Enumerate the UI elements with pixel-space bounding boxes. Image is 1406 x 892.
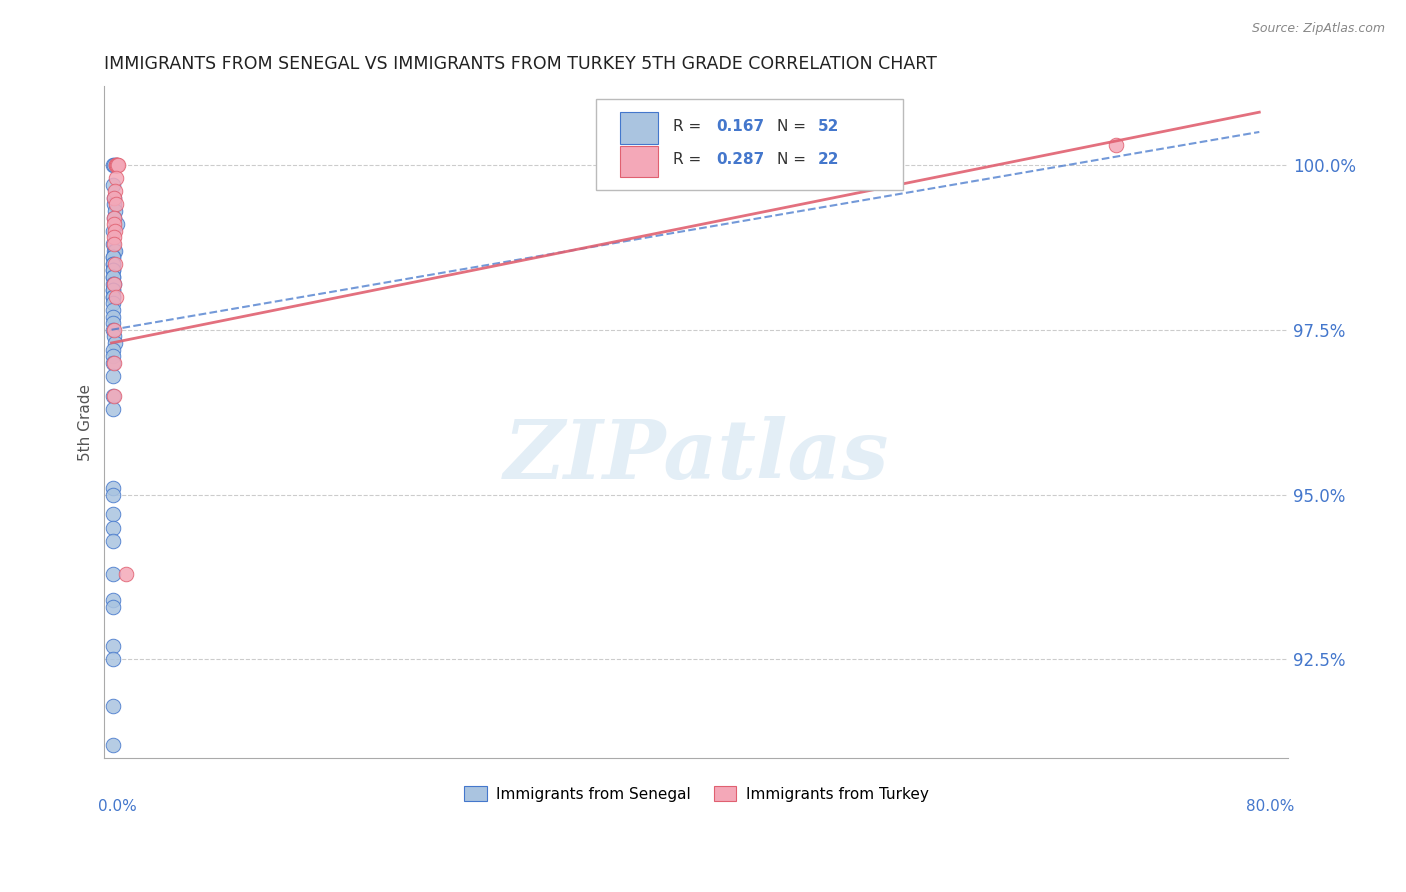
Point xyxy=(101,401,124,416)
Point xyxy=(101,303,124,318)
Point xyxy=(103,211,125,225)
Point xyxy=(104,158,127,172)
Point xyxy=(103,197,125,211)
Point xyxy=(104,244,127,258)
Point xyxy=(103,191,125,205)
Point xyxy=(101,343,124,357)
Text: IMMIGRANTS FROM SENEGAL VS IMMIGRANTS FROM TURKEY 5TH GRADE CORRELATION CHART: IMMIGRANTS FROM SENEGAL VS IMMIGRANTS FR… xyxy=(104,55,938,73)
Point xyxy=(115,566,138,581)
Point xyxy=(101,283,124,297)
Text: R =: R = xyxy=(672,153,706,168)
Point xyxy=(1105,138,1128,153)
Point xyxy=(103,230,125,244)
Point xyxy=(101,283,124,297)
Point xyxy=(101,270,124,285)
Point xyxy=(101,698,124,713)
Point xyxy=(103,277,125,291)
FancyBboxPatch shape xyxy=(620,145,658,178)
Point xyxy=(103,244,125,258)
Point xyxy=(103,389,125,403)
Text: 0.0%: 0.0% xyxy=(98,798,138,814)
Point xyxy=(104,158,127,172)
Point xyxy=(101,178,124,192)
Point xyxy=(104,290,127,304)
FancyBboxPatch shape xyxy=(596,99,903,190)
Point xyxy=(103,323,125,337)
Point xyxy=(104,184,127,198)
Text: 52: 52 xyxy=(818,119,839,134)
Point xyxy=(101,487,124,501)
Point xyxy=(103,277,125,291)
Point xyxy=(101,481,124,495)
Point xyxy=(101,599,124,614)
Point xyxy=(101,290,124,304)
Point xyxy=(101,316,124,330)
Point xyxy=(101,356,124,370)
Point xyxy=(103,211,125,225)
Y-axis label: 5th Grade: 5th Grade xyxy=(79,384,93,460)
Text: N =: N = xyxy=(776,119,810,134)
Point xyxy=(104,335,127,350)
Point xyxy=(103,356,125,370)
FancyBboxPatch shape xyxy=(620,112,658,144)
Point xyxy=(103,158,125,172)
Point xyxy=(101,263,124,277)
Point xyxy=(103,217,125,231)
Point xyxy=(101,237,124,252)
Point xyxy=(101,257,124,271)
Point xyxy=(104,171,127,186)
Point xyxy=(101,277,124,291)
Point xyxy=(101,566,124,581)
Point xyxy=(105,217,128,231)
Text: R =: R = xyxy=(672,119,706,134)
Point xyxy=(101,389,124,403)
Point xyxy=(101,250,124,264)
Point xyxy=(107,158,129,172)
Point xyxy=(101,652,124,666)
Point xyxy=(105,158,128,172)
Point xyxy=(104,257,127,271)
Point xyxy=(101,270,124,285)
Point xyxy=(105,158,128,172)
Point xyxy=(101,508,124,522)
Text: 0.287: 0.287 xyxy=(716,153,765,168)
Point xyxy=(101,349,124,363)
Point xyxy=(101,310,124,324)
Point xyxy=(101,533,124,548)
Point xyxy=(104,224,127,238)
Point xyxy=(104,204,127,219)
Text: 22: 22 xyxy=(818,153,839,168)
Point xyxy=(103,329,125,343)
Point xyxy=(103,191,125,205)
Point xyxy=(101,250,124,264)
Text: Source: ZipAtlas.com: Source: ZipAtlas.com xyxy=(1251,22,1385,36)
Point xyxy=(101,368,124,383)
Point xyxy=(101,640,124,654)
Point xyxy=(104,197,127,211)
Point xyxy=(101,520,124,534)
Text: N =: N = xyxy=(776,153,810,168)
Text: ZIPatlas: ZIPatlas xyxy=(503,416,889,496)
Point xyxy=(101,263,124,277)
Point xyxy=(101,158,124,172)
Point xyxy=(105,158,128,172)
Point xyxy=(101,257,124,271)
Text: 80.0%: 80.0% xyxy=(1246,798,1294,814)
Point xyxy=(101,296,124,310)
Legend: Immigrants from Senegal, Immigrants from Turkey: Immigrants from Senegal, Immigrants from… xyxy=(458,780,935,808)
Point xyxy=(103,237,125,252)
Point xyxy=(103,224,125,238)
Point xyxy=(101,323,124,337)
Text: 0.167: 0.167 xyxy=(716,119,765,134)
Point xyxy=(101,593,124,607)
Point xyxy=(101,738,124,752)
Point xyxy=(101,290,124,304)
